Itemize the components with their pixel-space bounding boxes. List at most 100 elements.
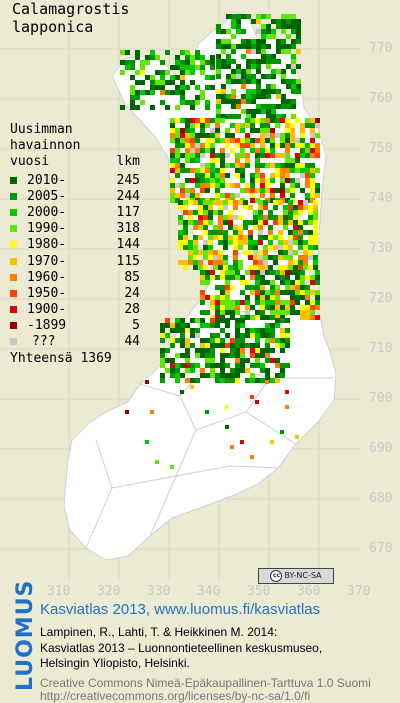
observation-square <box>290 280 295 285</box>
observation-square <box>295 138 300 143</box>
observation-square <box>285 173 290 178</box>
legend-entry-label: 2010- <box>27 172 67 188</box>
observation-square <box>165 368 170 373</box>
observation-square <box>260 173 265 178</box>
observation-square <box>225 285 230 290</box>
observation-square <box>180 353 185 358</box>
license-url[interactable]: http://creativecommons.org/licenses/by-n… <box>40 689 311 703</box>
observation-square <box>240 333 245 338</box>
observation-square <box>180 100 185 105</box>
legend-entry: -1899 5 <box>10 318 140 334</box>
observation-square <box>276 44 281 49</box>
observation-square <box>285 138 290 143</box>
observation-square <box>270 290 275 295</box>
observation-square <box>203 215 208 220</box>
observation-square <box>290 310 295 315</box>
observation-square <box>216 44 221 49</box>
observation-square <box>210 368 215 373</box>
observation-square <box>300 133 305 138</box>
kasviatlas-link[interactable]: Kasviatlas 2013, www.luomus.fi/kasviatla… <box>40 601 321 618</box>
observation-square <box>261 74 266 79</box>
y-tick-label: 730 <box>369 241 393 256</box>
observation-square <box>240 348 245 353</box>
observation-square <box>275 300 280 305</box>
observation-square <box>290 133 295 138</box>
observation-square <box>240 138 245 143</box>
observation-square <box>233 245 238 250</box>
observation-square <box>280 163 285 168</box>
observation-square <box>155 70 160 75</box>
observation-square <box>305 168 310 173</box>
observation-square <box>150 75 155 80</box>
observation-square <box>250 315 255 320</box>
observation-square <box>180 373 185 378</box>
observation-square <box>283 210 288 215</box>
observation-square <box>295 275 300 280</box>
observation-square <box>221 29 226 34</box>
observation-square <box>315 270 320 275</box>
observation-square <box>295 295 300 300</box>
observation-square <box>315 188 320 193</box>
observation-square <box>215 343 220 348</box>
observation-square <box>225 153 230 158</box>
observation-square <box>266 59 271 64</box>
observation-square <box>275 143 280 148</box>
observation-square <box>220 270 225 275</box>
observation-square <box>281 44 286 49</box>
observation-square <box>160 348 165 353</box>
legend-entry-count: 144 <box>116 237 140 253</box>
observation-square <box>270 285 275 290</box>
observation-square <box>200 275 205 280</box>
observation-square <box>200 55 205 60</box>
observation-square <box>226 39 231 44</box>
observation-square <box>190 123 195 128</box>
observation-square <box>293 220 298 225</box>
observation-square <box>165 323 170 328</box>
observation-square <box>235 158 240 163</box>
citation-line-1: Lampinen, R., Lahti, T. & Heikkinen M. 2… <box>40 625 278 639</box>
observation-square <box>223 230 228 235</box>
observation-square <box>300 310 305 315</box>
observation-square <box>225 300 230 305</box>
observation-square <box>278 235 283 240</box>
observation-square <box>261 109 266 114</box>
observation-square <box>273 235 278 240</box>
legend-entry: 1950- 24 <box>10 286 140 302</box>
observation-square <box>216 94 221 99</box>
observation-square <box>215 153 220 158</box>
observation-square <box>275 295 280 300</box>
observation-square <box>180 390 184 394</box>
observation-square <box>281 104 286 109</box>
observation-square <box>185 60 190 65</box>
observation-square <box>280 310 285 315</box>
observation-square <box>215 315 220 320</box>
observation-square <box>190 55 195 60</box>
observation-square <box>265 373 270 378</box>
observation-square <box>185 138 190 143</box>
observation-square <box>273 220 278 225</box>
observation-square <box>260 178 265 183</box>
observation-square <box>235 183 240 188</box>
observation-square <box>295 300 300 305</box>
observation-square <box>286 64 291 69</box>
observation-square <box>150 90 155 95</box>
observation-square <box>228 215 233 220</box>
observation-square <box>190 133 195 138</box>
observation-square <box>245 333 250 338</box>
observation-square <box>193 200 198 205</box>
observation-square <box>200 178 205 183</box>
observation-square <box>281 19 286 24</box>
observation-square <box>246 99 251 104</box>
observation-square <box>255 148 260 153</box>
license-badge[interactable]: cc BY-NC-SA <box>258 568 334 584</box>
observation-square <box>256 64 261 69</box>
observation-square <box>245 368 250 373</box>
observation-square <box>230 300 235 305</box>
observation-square <box>223 265 228 270</box>
observation-square <box>266 109 271 114</box>
observation-square <box>220 348 225 353</box>
observation-square <box>250 188 255 193</box>
observation-square <box>315 193 320 198</box>
observation-square <box>315 143 320 148</box>
